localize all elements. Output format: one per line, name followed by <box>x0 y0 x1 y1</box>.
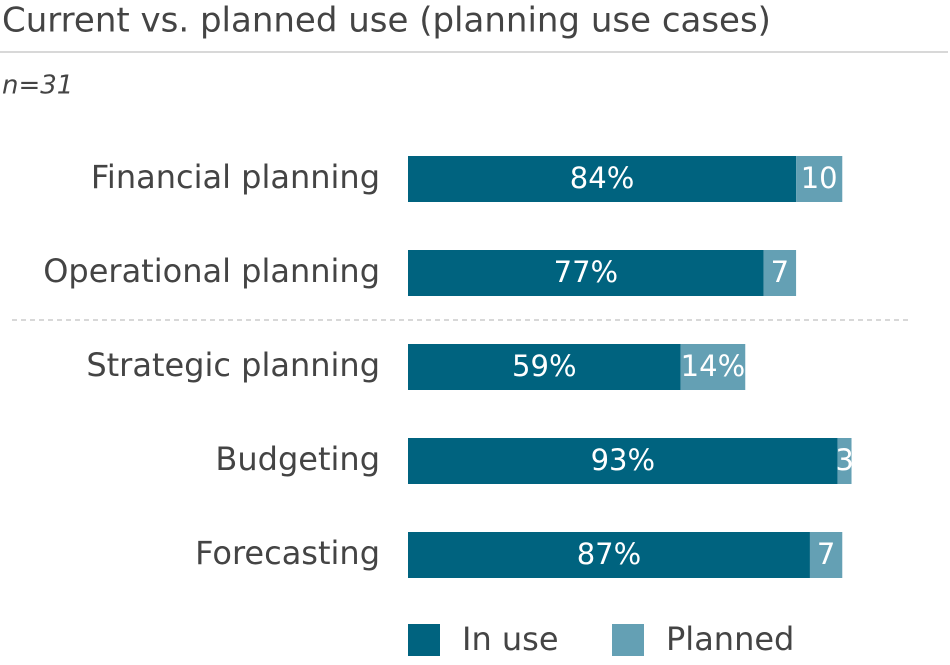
value-label: 10 <box>801 161 838 195</box>
bar-segment <box>408 250 764 296</box>
category-label: Budgeting <box>215 440 380 478</box>
value-label: 3 <box>835 443 853 477</box>
value-label: 77% <box>554 255 618 289</box>
subtitle: n=31 <box>2 71 73 101</box>
legend-label: Planned <box>666 620 794 658</box>
bar-segment <box>680 344 746 390</box>
bar-segment <box>408 438 838 484</box>
value-label: 59% <box>512 349 576 383</box>
bar-segment <box>408 156 797 202</box>
category-label: Operational planning <box>43 252 380 290</box>
bar-segment <box>796 156 843 202</box>
value-label: 87% <box>577 537 641 571</box>
bar-segment <box>837 438 852 484</box>
value-label: 14% <box>681 349 745 383</box>
legend-swatch <box>612 624 644 656</box>
bar-segment <box>408 344 681 390</box>
bar-segment <box>408 532 810 578</box>
category-label: Strategic planning <box>86 346 380 384</box>
value-label: 7 <box>771 255 789 289</box>
bar-segment <box>763 250 797 296</box>
chart-title: Current vs. planned use (planning use ca… <box>2 1 771 41</box>
legend-label: In use <box>462 620 559 658</box>
value-label: 93% <box>591 443 655 477</box>
bar-segment <box>809 532 843 578</box>
legend-swatch <box>408 624 440 656</box>
value-label: 84% <box>570 161 634 195</box>
category-label: Forecasting <box>195 534 380 572</box>
value-label: 7 <box>817 537 835 571</box>
category-label: Financial planning <box>91 158 380 196</box>
